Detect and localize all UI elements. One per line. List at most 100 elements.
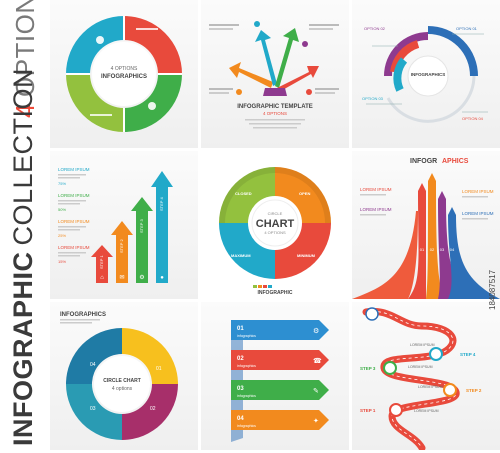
ribbon-num-1: 01 — [237, 326, 244, 332]
arrow-red — [277, 66, 319, 92]
ribbon-2 — [231, 350, 329, 370]
road-node-3 — [383, 361, 397, 375]
arcs-center-label: INFOGRAPHICS — [411, 72, 446, 77]
ribbon-label-2: infographics — [237, 364, 256, 368]
road-path — [362, 307, 460, 450]
segments-center-2: 4 options — [112, 386, 133, 392]
title-strip: 4OPTIONS INFOGRAPHICCOLLECTION — [0, 0, 46, 453]
arcs-graphic: INFOGRAPHICS OPTION 01 OPTION 02 OPTION … — [362, 26, 488, 123]
flow-label-4: LOREM IPSUM — [462, 211, 494, 216]
arcs-option-2: OPTION 02 — [364, 26, 386, 31]
tile-circle-chart[interactable]: CIRCLE CHART 4 OPTIONS CLOSED OPEN MAXIM… — [201, 151, 349, 299]
segment-blue — [66, 328, 122, 384]
arrow-teal — [255, 30, 277, 86]
bar-arrow-2 — [111, 221, 133, 283]
road-label-2: LOREM IPSUM — [418, 385, 443, 389]
arc-blue — [427, 26, 478, 77]
pie-footer: INFOGRAPHIC — [258, 290, 293, 296]
road-step-1: STEP 1 — [360, 408, 376, 413]
flow-title-1: INFOGR — [410, 158, 437, 165]
tile-arrow-bars[interactable]: ⌂ ✉ ⚙ ● LOREM IPSUM LOREM IPSUM LOREM IP… — [50, 151, 198, 299]
flow-bar-red — [408, 191, 426, 299]
ribbon-1 — [231, 320, 329, 340]
circle-chart-graphic: CIRCLE CHART 4 OPTIONS CLOSED OPEN MAXIM… — [219, 167, 331, 296]
arrow-orange — [229, 62, 273, 88]
svg-text:✉: ✉ — [119, 275, 124, 281]
ribbon-label-1: infographics — [237, 334, 256, 338]
bars-pct-4: 15% — [58, 259, 66, 264]
pie-center-line-1: CIRCLE — [268, 211, 283, 216]
svg-text:⌂: ⌂ — [100, 275, 104, 281]
road-steps-graphic: STEP 4 STEP 3 STEP 2 STEP 1 LOREM IPSUM … — [360, 307, 482, 450]
tile-circle-segments[interactable]: INFOGRAPHICS CIRCLE CHART 4 options 01 0… — [50, 302, 198, 450]
road-step-4: STEP 4 — [460, 352, 476, 357]
main-title-vertical: INFOGRAPHIC COLLECTION — [8, 68, 39, 446]
svg-text:✦: ✦ — [313, 417, 319, 425]
bars-label-2: LOREM IPSUM — [58, 193, 90, 198]
tile-road-steps[interactable]: STEP 4 STEP 3 STEP 2 STEP 1 LOREM IPSUM … — [352, 302, 500, 450]
flow-title-2: APHICS — [442, 158, 469, 165]
flow-num-1: 01 — [420, 247, 425, 252]
tile-flowing-bars[interactable]: 01 02 03 04 INFOGR APHICS LOREM IPSUM LO… — [352, 151, 500, 299]
segment-magenta — [122, 384, 178, 440]
svg-text:⚙: ⚙ — [313, 327, 319, 335]
flow-label-3: LOREM IPSUM — [360, 207, 392, 212]
road-logo — [365, 307, 379, 321]
tile-ring-chart[interactable]: 4 OPTIONS INFOGRAPHICS — [50, 0, 198, 148]
arrow-base — [263, 88, 287, 96]
flowing-bars-graphic: 01 02 03 04 INFOGR APHICS LOREM IPSUM LO… — [352, 158, 500, 299]
pie-center-line-3: 4 OPTIONS — [264, 230, 286, 235]
ribbon-num-2: 02 — [237, 356, 244, 362]
flow-num-2: 02 — [430, 247, 435, 252]
bar-arrow-4 — [151, 171, 173, 283]
flow-bar-orange — [426, 181, 444, 299]
ring-segment-red — [124, 16, 182, 74]
arc-red — [390, 40, 420, 73]
flow-bar-purple — [438, 199, 470, 299]
ring-chart-graphic: 4 OPTIONS INFOGRAPHICS — [66, 16, 182, 132]
arcs-option-1: OPTION 01 — [456, 26, 478, 31]
ring-center-line-2: INFOGRAPHICS — [101, 74, 147, 80]
ring-segment-teal — [66, 16, 124, 74]
road-node-4 — [429, 347, 443, 361]
arc-teal — [393, 57, 408, 92]
flow-num-3: 03 — [440, 247, 445, 252]
svg-text:⚙: ⚙ — [139, 274, 144, 281]
tile-arrows-template[interactable]: INFOGRAPHIC TEMPLATE 4 OPTIONS — [201, 0, 349, 148]
segments-num-1: 01 — [156, 366, 162, 372]
flow-num-4: 04 — [450, 247, 455, 252]
circle-segments-graphic: INFOGRAPHICS CIRCLE CHART 4 options 01 0… — [60, 312, 178, 440]
road-node-2 — [443, 383, 457, 397]
flow-label-1: LOREM IPSUM — [360, 187, 392, 192]
arrow-bars-graphic: ⌂ ✉ ⚙ ● LOREM IPSUM LOREM IPSUM LOREM IP… — [58, 167, 173, 283]
arc-purple — [384, 32, 429, 77]
arrows-title: INFOGRAPHIC TEMPLATE — [237, 104, 313, 110]
bars-label-4: LOREM IPSUM — [58, 245, 90, 250]
arcs-option-3: OPTION 03 — [362, 96, 384, 101]
pie-center — [248, 196, 302, 250]
road-label-1: LOREM IPSUM — [414, 409, 439, 413]
bar-arrow-3 — [131, 197, 153, 283]
ring-segment-lime — [66, 74, 124, 132]
ribbon-num-4: 04 — [237, 416, 244, 422]
title-word-1: INFOGRAPHIC — [8, 251, 38, 447]
segment-teal — [66, 384, 122, 440]
ribbon-label-3: infographics — [237, 394, 256, 398]
flow-bar-left — [352, 211, 418, 299]
road-node-1 — [389, 403, 403, 417]
pie-opt-4: MINIMUM — [297, 253, 316, 258]
arrows-subtitle: 4 OPTIONS — [263, 111, 287, 116]
road-label-4: LOREM IPSUM — [410, 343, 435, 347]
pie-opt-1: CLOSED — [235, 191, 252, 196]
bars-step-4: STEP 4 — [159, 197, 164, 211]
ribbon-3 — [231, 380, 329, 400]
segments-center-1: CIRCLE CHART — [103, 378, 141, 384]
segments-num-4: 04 — [90, 362, 96, 368]
segment-yellow — [122, 328, 178, 384]
pie-center-line-2: CHART — [256, 218, 295, 230]
segments-title: INFOGRAPHICS — [60, 312, 106, 318]
segments-num-3: 03 — [90, 406, 96, 412]
tile-concentric-arcs[interactable]: INFOGRAPHICS OPTION 01 OPTION 02 OPTION … — [352, 0, 500, 148]
ribbon-4 — [231, 410, 329, 430]
tile-ribbon-bars[interactable]: 01 02 03 04 infographics infographics in… — [201, 302, 349, 450]
